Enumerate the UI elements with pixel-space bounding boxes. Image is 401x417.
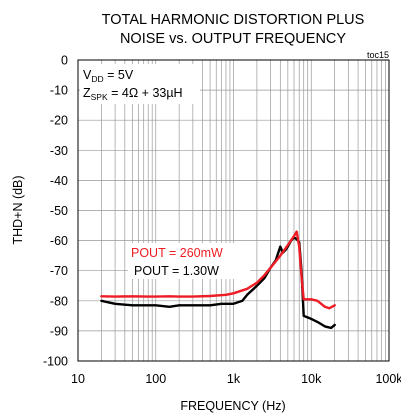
y-tick-label: -50 (50, 204, 68, 218)
x-tick-label: 10 (71, 372, 85, 386)
y-tick-label: -10 (50, 84, 68, 98)
x-tick-label: 1k (227, 372, 241, 386)
series-line-0 (100, 230, 336, 310)
condition-vdd-rest: = 5V (104, 68, 134, 82)
x-tick-label: 10k (301, 372, 322, 386)
x-tick-label: 100k (375, 372, 401, 386)
series-label-1w30: POUT = 1.30W (134, 264, 219, 278)
y-tick-label: -80 (50, 294, 68, 308)
condition-vdd-sub: DD (91, 74, 103, 84)
y-tick-label: -40 (50, 174, 68, 188)
y-tick-label: -100 (43, 355, 68, 369)
chart-title-line-1: TOTAL HARMONIC DISTORTION PLUS (102, 12, 365, 28)
condition-zspk: ZSPK = 4Ω + 33µH (83, 86, 183, 102)
series-label-bg (128, 243, 250, 279)
y-tick-label: -70 (50, 264, 68, 278)
condition-zspk-sub: SPK (91, 92, 108, 102)
conditions-box (80, 64, 200, 104)
toc-code: toc15 (367, 50, 389, 60)
y-tick-labels: 0 -10 -20 -30 -40 -50 -60 -70 -80 -90 -100 (43, 54, 68, 369)
condition-zspk-main: Z (83, 86, 91, 100)
grid (78, 60, 389, 361)
x-tick-label: 100 (145, 372, 166, 386)
y-tick-label: -90 (50, 324, 68, 338)
y-tick-label: -20 (50, 114, 68, 128)
series-label-260mw: POUT = 260mW (131, 246, 223, 260)
series-lines (100, 230, 336, 330)
y-tick-label: -60 (50, 234, 68, 248)
plot-frame (77, 59, 390, 362)
conditions: VDD = 5V ZSPK = 4Ω + 33µH (80, 64, 200, 104)
condition-vdd-main: V (83, 68, 92, 82)
x-tick-labels: 10 100 1k 10k 100k (71, 372, 401, 386)
series-labels: POUT = 260mW POUT = 1.30W (128, 243, 250, 279)
y-tick-label: 0 (61, 54, 68, 68)
condition-zspk-rest: = 4Ω + 33µH (108, 86, 183, 100)
x-axis-label: FREQUENCY (Hz) (180, 399, 285, 413)
chart-title-line-2: NOISE vs. OUTPUT FREQUENCY (120, 31, 346, 47)
y-tick-label: -30 (50, 144, 68, 158)
condition-vdd: VDD = 5V (83, 68, 134, 84)
y-axis-label: THD+N (dB) (11, 175, 25, 244)
